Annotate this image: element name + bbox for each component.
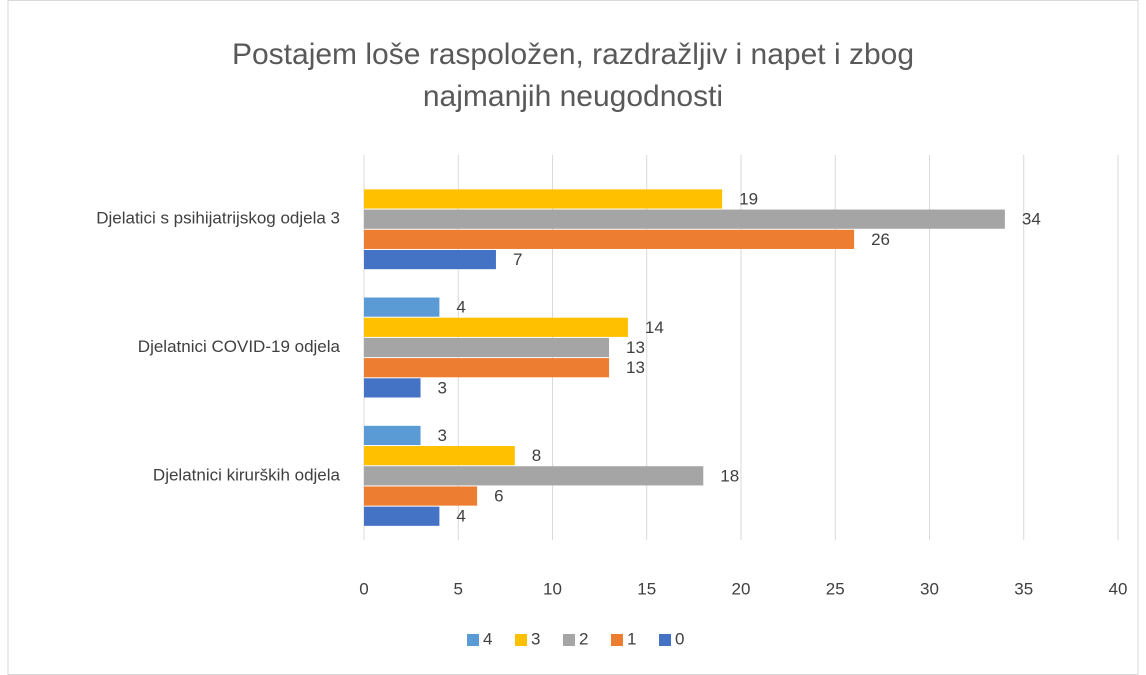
- data-label: 8: [532, 446, 541, 465]
- data-label: 34: [1022, 210, 1041, 229]
- data-label: 4: [456, 507, 465, 526]
- data-label: 26: [871, 230, 890, 249]
- bar: [364, 189, 723, 209]
- data-label: 7: [513, 250, 522, 269]
- legend-swatch: [611, 634, 623, 646]
- bar: [364, 209, 1005, 229]
- x-tick-label: 10: [543, 579, 562, 598]
- y-tick-label: Djelatnici kirurških odjela: [153, 465, 341, 484]
- bar: [364, 358, 610, 378]
- data-label: 3: [438, 378, 447, 397]
- data-label: 3: [438, 426, 447, 445]
- legend-swatch: [659, 634, 671, 646]
- x-tick-label: 20: [732, 579, 751, 598]
- legend-label: 4: [483, 629, 492, 648]
- x-tick-label: 5: [454, 579, 463, 598]
- data-label: 4: [456, 298, 465, 317]
- y-tick-label: Djelatnici COVID-19 odjela: [138, 337, 341, 356]
- data-label: 13: [626, 338, 645, 357]
- bar: [364, 486, 478, 506]
- data-label: 18: [720, 466, 739, 485]
- bar: [364, 425, 421, 446]
- x-tick-label: 30: [920, 579, 939, 598]
- bar: [364, 378, 421, 398]
- bar: [364, 466, 704, 486]
- bar: [364, 506, 440, 526]
- bar: [364, 297, 440, 317]
- x-tick-label: 0: [359, 579, 368, 598]
- x-tick-label: 40: [1109, 579, 1128, 598]
- legend-label: 3: [531, 629, 540, 648]
- bar: [364, 337, 610, 358]
- data-label: 14: [645, 318, 664, 337]
- x-tick-label: 15: [637, 579, 656, 598]
- data-label: 6: [494, 487, 503, 506]
- legend-label: 0: [675, 629, 684, 648]
- chart-title: Postajem loše raspoložen, razdražljiv i …: [231, 38, 915, 113]
- bar: [364, 249, 496, 270]
- bar: [364, 317, 628, 337]
- x-tick-label: 25: [826, 579, 845, 598]
- bar: [364, 446, 515, 466]
- legend-label: 2: [579, 629, 588, 648]
- data-label: 19: [739, 189, 758, 208]
- bar: [364, 229, 855, 249]
- legend-label: 1: [627, 629, 636, 648]
- data-label: 13: [626, 358, 645, 377]
- legend-swatch: [563, 634, 575, 646]
- x-tick-label: 35: [1014, 579, 1033, 598]
- legend-swatch: [467, 634, 479, 646]
- y-tick-label: Djelatici s psihijatrijskog odjela 3: [96, 209, 340, 228]
- legend-swatch: [515, 634, 527, 646]
